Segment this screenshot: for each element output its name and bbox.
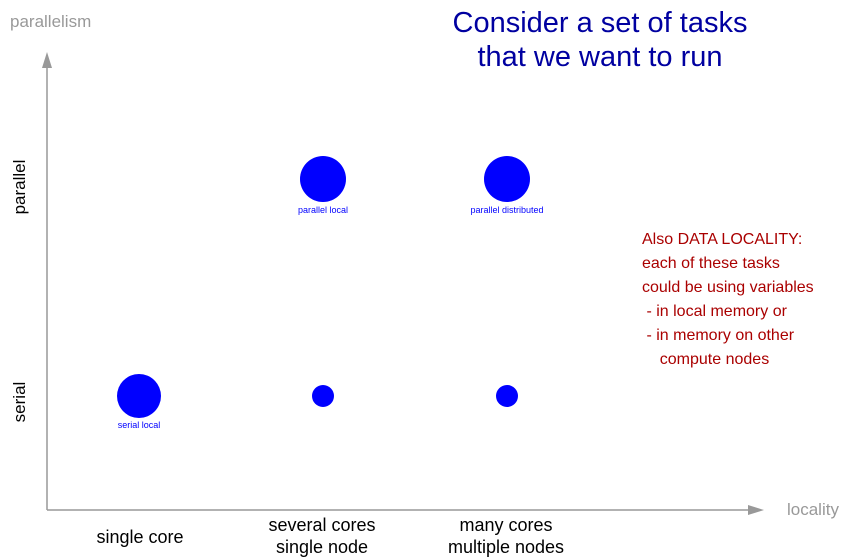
column-label-line-1: single core bbox=[96, 527, 184, 547]
column-label-line-1: many cores bbox=[459, 515, 553, 535]
row-label-serial: serial bbox=[10, 381, 29, 423]
y-axis-arrowhead bbox=[42, 52, 52, 68]
y-axis-label: parallelism bbox=[10, 12, 92, 31]
point-serial-several-cores bbox=[312, 385, 334, 407]
title-line-1: Consider a set of tasks bbox=[452, 7, 748, 39]
x-axis-label: locality bbox=[787, 500, 839, 519]
point-serial-many-cores bbox=[496, 385, 518, 407]
point-label-parallel-local: parallel local bbox=[297, 205, 349, 215]
point-serial-local bbox=[117, 374, 161, 418]
column-label-line-2: multiple nodes bbox=[447, 537, 565, 557]
point-label-parallel-distributed: parallel distributed bbox=[470, 205, 544, 215]
title-line-2: that we want to run bbox=[477, 41, 723, 73]
data-locality-note: Also DATA LOCALITY: each of these tasks … bbox=[642, 228, 862, 372]
note-line-4: - in local memory or bbox=[642, 303, 787, 320]
page-title: Consider a set of tasks that we want to … bbox=[390, 6, 810, 74]
column-label-line-2: single node bbox=[275, 537, 369, 557]
column-label-single-core: single core bbox=[40, 526, 240, 548]
row-label-parallel: parallel bbox=[10, 159, 29, 215]
x-axis-arrowhead bbox=[748, 505, 764, 515]
note-line-2: each of these tasks bbox=[642, 255, 780, 272]
point-label-serial-local: serial local bbox=[117, 420, 161, 430]
column-label-line-1: several cores bbox=[268, 515, 376, 535]
note-line-5: - in memory on other bbox=[642, 327, 795, 344]
point-parallel-distributed bbox=[484, 156, 530, 202]
note-line-1: Also DATA LOCALITY: bbox=[642, 231, 803, 248]
column-label-several-cores: several cores single node bbox=[222, 514, 422, 558]
point-parallel-local bbox=[300, 156, 346, 202]
note-line-3: could be using variables bbox=[642, 279, 814, 296]
note-line-6: compute nodes bbox=[642, 351, 770, 368]
column-label-many-cores: many cores multiple nodes bbox=[406, 514, 606, 558]
